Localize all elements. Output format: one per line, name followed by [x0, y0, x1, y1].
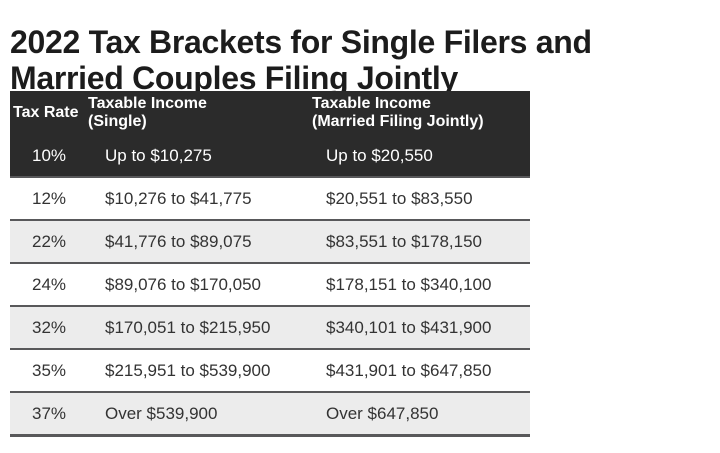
column-header-married: Taxable Income (Married Filing Jointly) — [312, 91, 530, 135]
married-income-cell: $431,901 to $647,850 — [312, 349, 530, 392]
bracket-row: 35% $215,951 to $539,900 $431,901 to $64… — [10, 349, 530, 392]
single-income-cell: Up to $10,275 — [88, 135, 312, 177]
tax-rate-cell: 35% — [10, 349, 88, 392]
single-income-cell: Over $539,900 — [88, 392, 312, 436]
married-income-cell: Over $647,850 — [312, 392, 530, 436]
married-income-cell: Up to $20,550 — [312, 135, 530, 177]
bracket-row: 10% Up to $10,275 Up to $20,550 — [10, 135, 530, 177]
column-header-tax-rate-label: Tax Rate — [13, 104, 79, 121]
column-header-married-line-2: (Married Filing Jointly) — [312, 113, 484, 130]
married-income-cell: $20,551 to $83,550 — [312, 177, 530, 220]
tax-rate-cell: 22% — [10, 220, 88, 263]
tax-rate-cell: 32% — [10, 306, 88, 349]
single-income-cell: $89,076 to $170,050 — [88, 263, 312, 306]
header-row: Tax Rate Taxable Income (Single) Taxable… — [10, 91, 530, 135]
tax-rate-cell: 10% — [10, 135, 88, 177]
tax-rate-cell: 37% — [10, 392, 88, 436]
tax-brackets-table: Tax Rate Taxable Income (Single) Taxable… — [10, 91, 530, 437]
bracket-row: 12% $10,276 to $41,775 $20,551 to $83,55… — [10, 177, 530, 220]
bracket-row: 22% $41,776 to $89,075 $83,551 to $178,1… — [10, 220, 530, 263]
single-income-cell: $170,051 to $215,950 — [88, 306, 312, 349]
column-header-single: Taxable Income (Single) — [88, 91, 312, 135]
bracket-row: 32% $170,051 to $215,950 $340,101 to $43… — [10, 306, 530, 349]
bracket-row: 24% $89,076 to $170,050 $178,151 to $340… — [10, 263, 530, 306]
column-header-tax-rate: Tax Rate — [10, 91, 88, 135]
tax-rate-cell: 12% — [10, 177, 88, 220]
tax-rate-cell: 24% — [10, 263, 88, 306]
page-title-line-2: Married Couples Filing Jointly — [10, 60, 458, 97]
single-income-cell: $10,276 to $41,775 — [88, 177, 312, 220]
column-header-single-line-2: (Single) — [88, 113, 147, 130]
column-header-married-line-1: Taxable Income — [312, 95, 431, 112]
column-header-single-line-1: Taxable Income — [88, 95, 207, 112]
page-title-line-1: 2022 Tax Brackets for Single Filers and — [10, 24, 592, 61]
married-income-cell: $178,151 to $340,100 — [312, 263, 530, 306]
married-income-cell: $340,101 to $431,900 — [312, 306, 530, 349]
single-income-cell: $215,951 to $539,900 — [88, 349, 312, 392]
married-income-cell: $83,551 to $178,150 — [312, 220, 530, 263]
bracket-row: 37% Over $539,900 Over $647,850 — [10, 392, 530, 436]
page-title: 2022 Tax Brackets for Single Filers and … — [10, 24, 592, 96]
single-income-cell: $41,776 to $89,075 — [88, 220, 312, 263]
